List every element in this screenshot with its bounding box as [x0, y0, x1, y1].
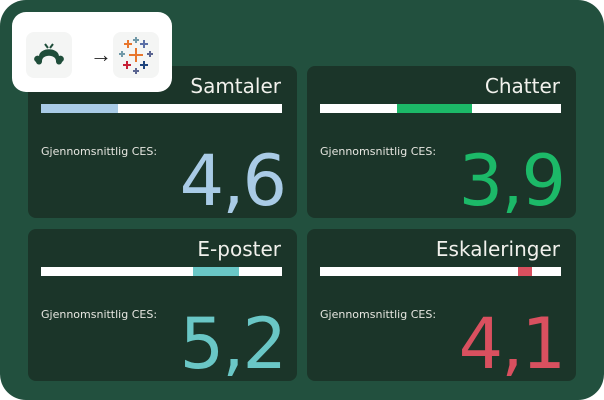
card-chatter: Chatter Gjennomsnittlig CES: 3,9: [307, 66, 576, 218]
progress-bar: [41, 104, 282, 113]
card-e-poster: E-poster Gjennomsnittlig CES: 5,2: [28, 229, 297, 381]
arrow-icon: →: [90, 42, 112, 67]
card-title: Eskaleringer: [435, 237, 560, 261]
card-title: Samtaler: [190, 74, 281, 98]
tableau-logo-icon: [113, 32, 159, 78]
card-samtaler: Samtaler Gjennomsnittlig CES: 4,6: [28, 66, 297, 218]
card-title: Chatter: [484, 74, 560, 98]
progress-bar: [320, 104, 561, 113]
card-label: Gjennomsnittlig CES:: [320, 308, 437, 321]
bar-segment: [517, 267, 533, 276]
card-title: E-poster: [197, 237, 281, 261]
surveymonkey-logo-icon: [26, 32, 72, 78]
bar-segment: [397, 104, 472, 113]
ces-value: 4,6: [179, 140, 287, 222]
ces-value: 5,2: [179, 303, 287, 385]
card-label: Gjennomsnittlig CES:: [41, 308, 158, 321]
ces-value: 4,1: [458, 303, 566, 385]
card-label: Gjennomsnittlig CES:: [41, 145, 158, 158]
card-label: Gjennomsnittlig CES:: [320, 145, 437, 158]
integration-badge: →: [12, 12, 172, 92]
progress-bar: [41, 267, 282, 276]
progress-bar: [320, 267, 561, 276]
bar-segment: [192, 267, 239, 276]
card-eskaleringer: Eskaleringer Gjennomsnittlig CES: 4,1: [307, 229, 576, 381]
bar-segment: [41, 104, 119, 113]
ces-value: 3,9: [458, 140, 566, 222]
